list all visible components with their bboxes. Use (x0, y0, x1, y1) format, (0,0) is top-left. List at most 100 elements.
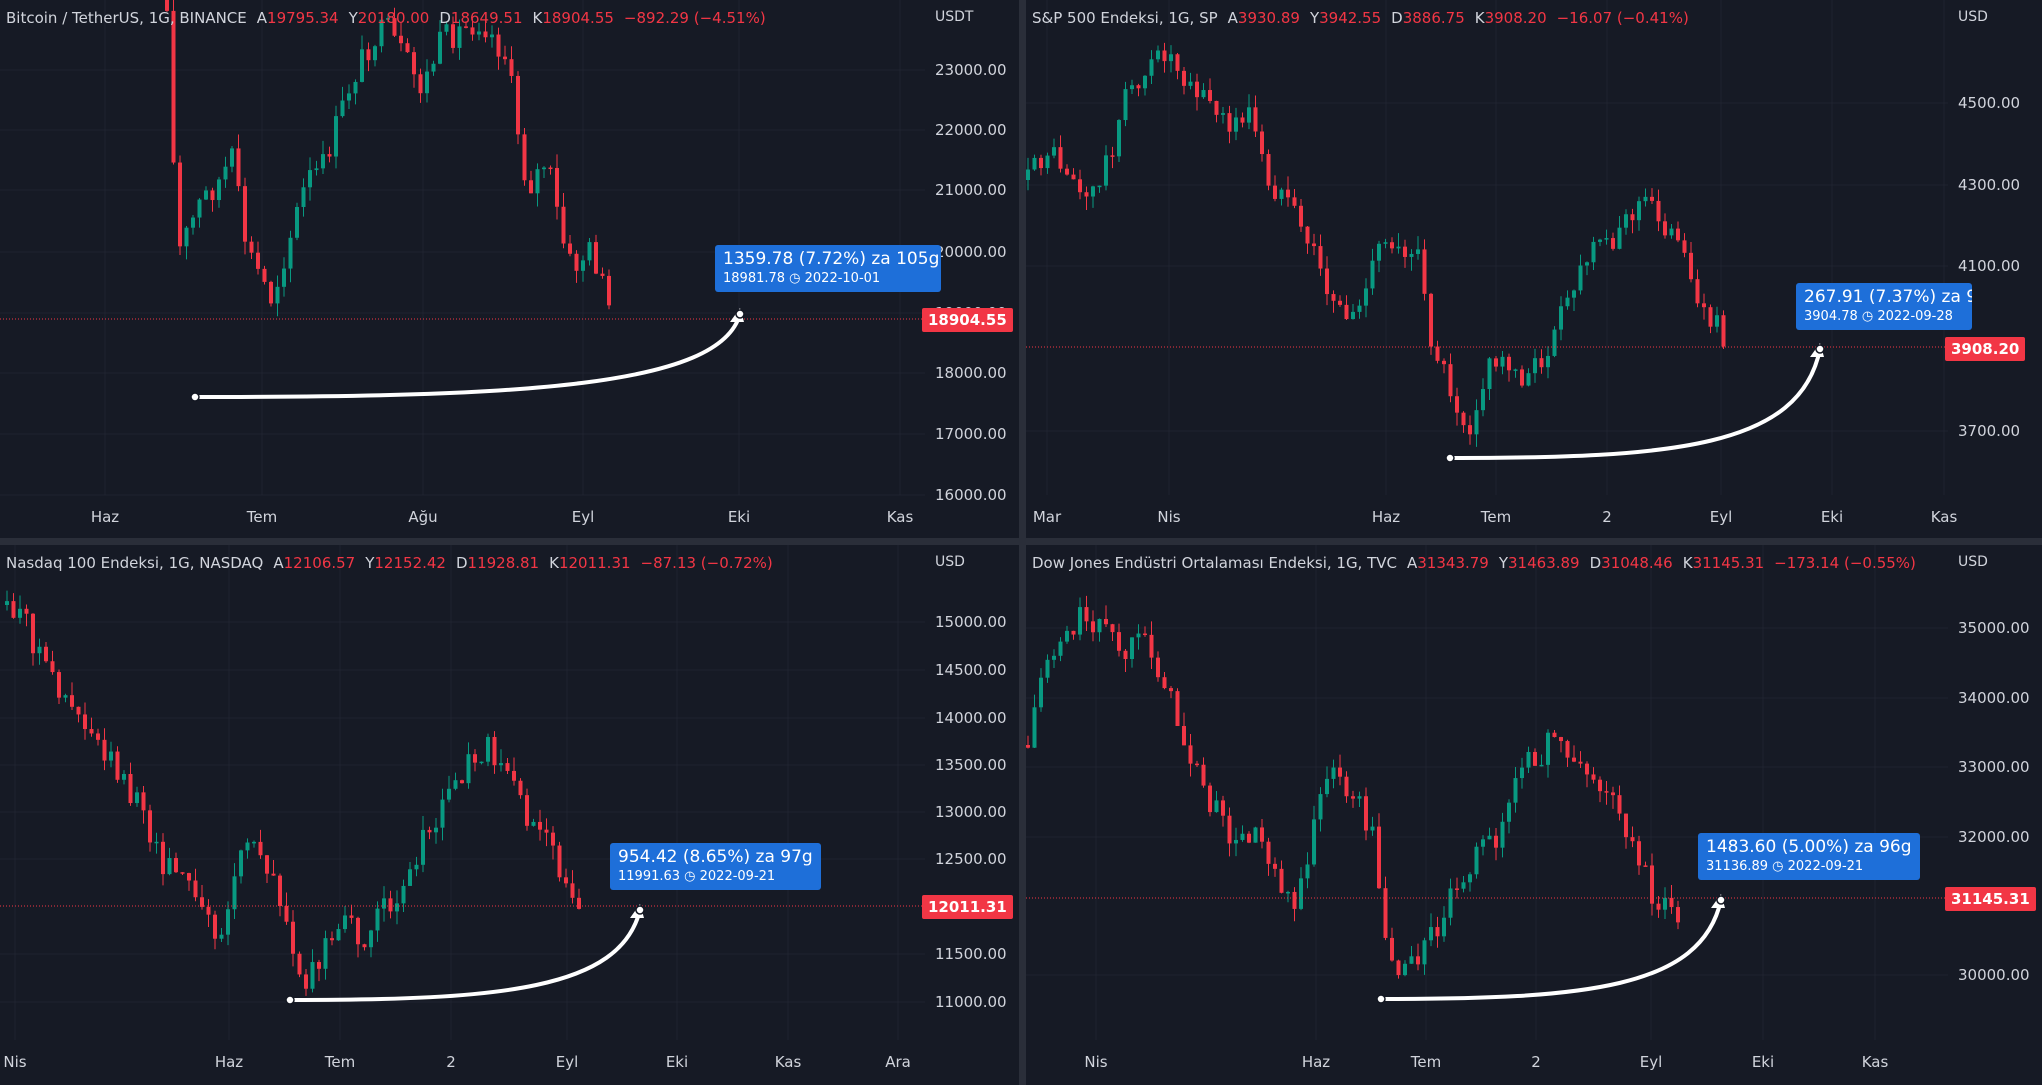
change-value: −16.07 (−0.41%) (1556, 9, 1689, 27)
change-value: −173.14 (−0.55%) (1774, 554, 1916, 572)
candle (219, 934, 224, 939)
candle (1052, 147, 1056, 156)
candle (230, 148, 234, 167)
candle (1065, 630, 1069, 642)
measure-arrow-curve[interactable] (1379, 898, 1723, 1001)
symbol-title[interactable]: Bitcoin / TetherUS, 1G, BINANCE (6, 9, 247, 27)
candle (128, 773, 133, 804)
measure-anchor-point[interactable] (1445, 453, 1455, 463)
candle (1201, 90, 1206, 98)
candle (245, 842, 250, 851)
x-axis-tick: Tem (246, 508, 278, 526)
symbol-title[interactable]: S&P 500 Endeksi, 1G, SP (1032, 9, 1218, 27)
candle (148, 810, 152, 843)
candle (154, 841, 159, 844)
chart-plot-ndx[interactable] (0, 545, 1019, 1085)
y-axis-tick: 11500.00 (935, 945, 1007, 963)
y-axis-tick: 4500.00 (1958, 94, 2021, 112)
candle (408, 869, 412, 886)
chart-plot-dji[interactable] (1026, 545, 2042, 1085)
measure-anchor-point[interactable] (635, 905, 645, 915)
candle (425, 71, 429, 94)
candle (1032, 157, 1037, 170)
measure-arrow-curve[interactable] (1448, 347, 1822, 460)
candle (1585, 262, 1589, 266)
candle (544, 829, 549, 833)
candle (284, 905, 289, 922)
candle (1357, 305, 1362, 312)
measure-anchor-point[interactable] (1716, 895, 1726, 905)
candle (512, 770, 516, 781)
candle (327, 154, 332, 157)
candle (1325, 268, 1329, 295)
currency-label[interactable]: USD (1958, 9, 1988, 25)
candle (1227, 113, 1232, 132)
candle (1260, 131, 1264, 155)
measure-anchor-point[interactable] (1815, 344, 1825, 354)
candle (1052, 655, 1056, 660)
measure-arrow-curve[interactable] (193, 312, 742, 399)
candle (1240, 117, 1245, 123)
candle (434, 827, 438, 833)
chart-plot-spx[interactable] (1026, 0, 2042, 538)
measure-label-box[interactable]: 1483.60 (5.00%) za 96g 31136.89 ◷ 2022-09… (1698, 833, 1920, 880)
candle (1292, 891, 1297, 909)
candle (1396, 246, 1401, 249)
candle (1481, 839, 1485, 847)
candle (509, 59, 514, 76)
candle (323, 938, 328, 969)
measure-target-text: 11991.63 ◷ 2022-09-21 (618, 869, 776, 884)
candle (1279, 868, 1284, 893)
candle (1702, 303, 1706, 308)
candle (1260, 827, 1264, 842)
measure-anchor-point[interactable] (735, 309, 745, 319)
candle (1299, 205, 1303, 227)
measure-label-box[interactable]: 267.91 (7.37%) za 91g 3904.78 ◷ 2022-09-2… (1796, 283, 1972, 330)
measure-arrow-curve[interactable] (288, 908, 642, 1002)
chart-pane-spx[interactable]: S&P 500 Endeksi, 1G, SP A3930.89 Y3942.55 D… (1026, 0, 2042, 538)
chart-pane-dji[interactable]: Dow Jones Endüstri Ortalaması Endeksi, 1… (1026, 545, 2042, 1085)
currency-label[interactable]: USD (935, 554, 965, 570)
candle (184, 227, 189, 247)
candle (492, 736, 497, 766)
candle (1325, 778, 1329, 795)
candle (57, 672, 61, 698)
candle (1026, 745, 1030, 748)
candle (1234, 839, 1238, 844)
candle (551, 832, 555, 846)
ohlc-high-value: 31463.89 (1508, 554, 1580, 572)
candle (1123, 89, 1128, 121)
candle (1136, 85, 1141, 89)
measure-anchor-point[interactable] (285, 995, 295, 1005)
pane-divider-horizontal[interactable] (0, 538, 2042, 545)
x-axis-tick: Eyl (555, 1053, 579, 1071)
candle (1630, 837, 1635, 842)
measure-anchor-point[interactable] (1376, 994, 1386, 1004)
candle (444, 24, 449, 32)
chart-pane-ndx[interactable]: Nasdaq 100 Endeksi, 1G, NASDAQ A12106.57 Y… (0, 545, 1019, 1085)
symbol-title[interactable]: Dow Jones Endüstri Ortalaması Endeksi, 1… (1032, 554, 1397, 572)
currency-label[interactable]: USDT (935, 9, 974, 25)
candle (1572, 757, 1576, 762)
candle (178, 162, 182, 247)
measure-anchor-point[interactable] (190, 392, 200, 402)
measure-label-box[interactable]: 1359.78 (7.72%) za 105g 18981.78 ◷ 2022-1… (715, 245, 941, 292)
candle (356, 917, 360, 945)
candle (466, 754, 471, 784)
chart-pane-btc[interactable]: Bitcoin / TetherUS, 1G, BINANCE A19795.34… (0, 0, 1019, 538)
candle (360, 49, 364, 82)
symbol-title[interactable]: Nasdaq 100 Endeksi, 1G, NASDAQ (6, 554, 264, 572)
x-axis-tick: Eki (665, 1053, 689, 1071)
candle (1247, 107, 1251, 123)
candle (486, 736, 490, 762)
candle (1494, 835, 1498, 848)
currency-label[interactable]: USD (1958, 554, 1988, 570)
candle (191, 217, 195, 228)
candle (1331, 294, 1336, 301)
candle (531, 821, 536, 826)
candle (607, 275, 611, 306)
y-axis-tick: 3700.00 (1958, 422, 2021, 440)
measure-label-box[interactable]: 954.42 (8.65%) za 97g 11991.63 ◷ 2022-09-… (610, 843, 821, 890)
candle (1650, 865, 1654, 904)
symbol-legend: Nasdaq 100 Endeksi, 1G, NASDAQ A12106.57 Y… (6, 554, 773, 572)
